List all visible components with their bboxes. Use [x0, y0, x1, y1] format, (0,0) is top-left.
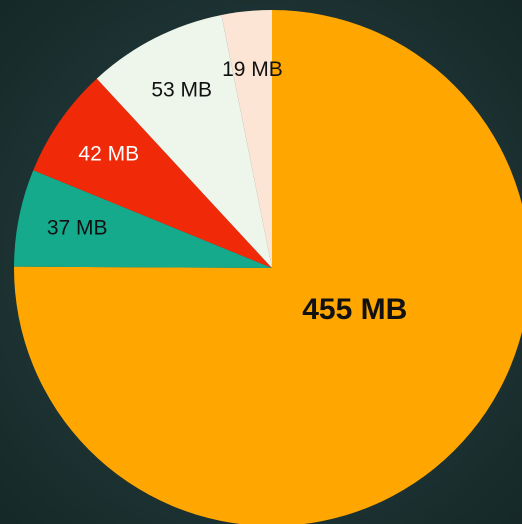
slice-label: 37 MB	[47, 217, 108, 240]
pie-slice	[96, 14, 272, 269]
slice-label: 455 MB	[302, 293, 407, 326]
slice-label: 19 MB	[222, 58, 283, 81]
slice-label: 42 MB	[78, 142, 139, 165]
pie-slice	[14, 10, 522, 524]
slice-label: 53 MB	[151, 79, 212, 102]
pie-slice	[33, 78, 272, 268]
pie-slice	[221, 10, 272, 268]
pie-slice	[14, 170, 272, 268]
pie: 455 MB 37 MB 42 MB 53 MB 19 MB	[14, 10, 522, 524]
